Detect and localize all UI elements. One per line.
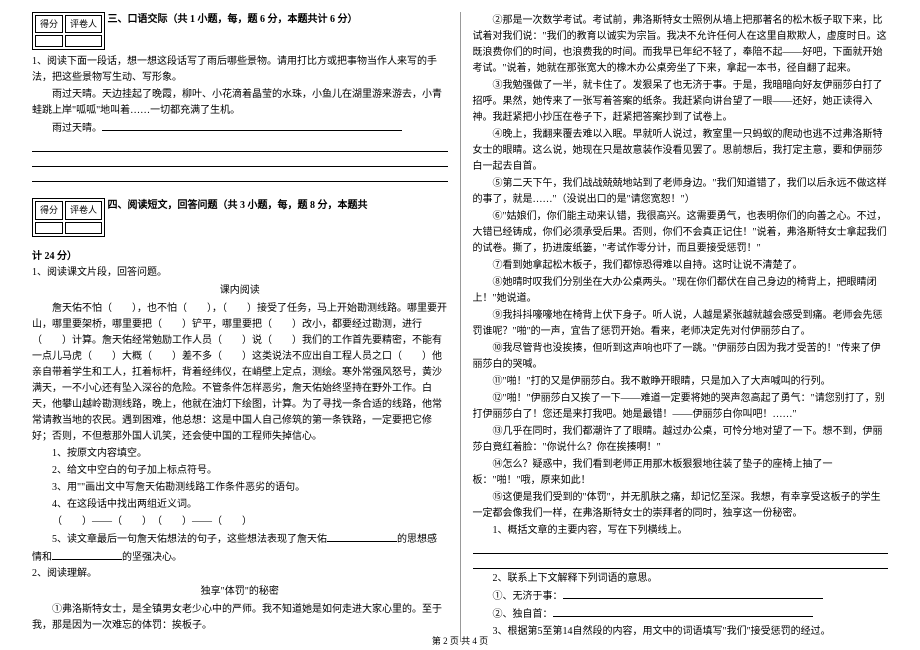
s4-sub2: 2、给文中空白的句子加上标点符号。 bbox=[32, 463, 448, 479]
s4-sub5line2: 情和 的坚强决心。 bbox=[32, 549, 448, 566]
section3-title: 三、口语交际（共 1 小题，每，题 6 分，本题共计 6 分） bbox=[108, 14, 358, 25]
s4-sub4: 4、在这段话中找出两组近义词。 bbox=[32, 497, 448, 513]
r5: ⑤第二天下午，我们战战兢兢地站到了老师身边。"我们知道错了，我们以后永远不做这样… bbox=[473, 176, 889, 208]
s4-sub4b: （ ）——（ ） （ ）——（ ） bbox=[32, 514, 448, 530]
grader-header: 评卷人 bbox=[65, 201, 102, 219]
s4-sub5a: 5、读文章最后一句詹天佑想法的句子，这些想法表现了詹天佑 bbox=[52, 534, 327, 545]
rq1: 1、概括文章的主要内容，写在下列横线上。 bbox=[473, 523, 889, 539]
s4-sub5b: 的思想感 bbox=[397, 534, 437, 545]
right-column: ②那是一次数学考试。考试前，弗洛斯特女士照例从墙上把那著名的松木板子取下来，比试… bbox=[461, 12, 901, 642]
blank-line bbox=[32, 154, 448, 167]
section4-title: 四、阅读短文，回答问题（共 3 小题，每，题 8 分，本题共 bbox=[108, 200, 368, 211]
r6: ⑥"姑娘们，你们能主动来认错，我很高兴。这需要勇气，也表明你们的向善之心。不过，… bbox=[473, 209, 889, 257]
s4-q1: 1、阅读课文片段，回答问题。 bbox=[32, 265, 448, 281]
s3-passage: 雨过天晴。天边挂起了晚霞，柳叶、小花滴着晶莹的水珠，小鱼儿在湖里游来游去，小青蛙… bbox=[32, 87, 448, 119]
blank-line bbox=[32, 169, 448, 182]
rq2b-label: ②、独自首： bbox=[493, 609, 553, 620]
blank-line bbox=[473, 541, 889, 554]
s4-sub3: 3、用""画出文中写詹天佑勘测线路工作条件恶劣的语句。 bbox=[32, 480, 448, 496]
s3-q1: 1、阅读下面一段话，想一想这段话写了雨后哪些景物。请用打比方或把事物当作人来写的… bbox=[32, 54, 448, 86]
r15: ⑮这便是我们受到的"体罚"，并无肌肤之痛，却记忆至深。我想，有幸享受这板子的学生… bbox=[473, 490, 889, 522]
left-column: 得分 评卷人 三、口语交际（共 1 小题，每，题 6 分，本题共计 6 分） 1… bbox=[20, 12, 461, 642]
s4-q2: 2、阅读理解。 bbox=[32, 566, 448, 582]
score-box: 得分 评卷人 bbox=[32, 12, 105, 50]
rq2a: ①、无济于事： bbox=[473, 588, 889, 605]
s4-sub5: 5、读文章最后一句詹天佑想法的句子，这些想法表现了詹天佑 的思想感 bbox=[32, 531, 448, 548]
r3: ③我勉强做了一半，就卡住了。发狠呆了也无济于事。于是，我暗暗向好友伊丽莎白打了招… bbox=[473, 78, 889, 126]
r9: ⑨我抖抖嚎嚎地在椅背上伏下身子。听人说，人越是紧张越就越会感受到痛。老师会先惩罚… bbox=[473, 308, 889, 340]
s4-subtitle2: 独享"体罚"的秘密 bbox=[32, 584, 448, 600]
score-header: 得分 bbox=[35, 15, 63, 33]
r11: ⑪"啪！"打的又是伊丽莎白。我不敢睁开眼睛，只是加入了大声喊叫的行列。 bbox=[473, 374, 889, 390]
r7: ⑦看到她拿起松木板子，我们都惊恐得难以自持。这时让说不清楚了。 bbox=[473, 258, 889, 274]
rq2: 2、联系上下文解释下列词语的意思。 bbox=[473, 571, 889, 587]
s4-sub5d: 的坚强决心。 bbox=[122, 552, 182, 563]
blank-line bbox=[473, 556, 889, 569]
s4-subtitle1: 课内阅读 bbox=[32, 283, 448, 299]
r10: ⑩我尽管背也没挨揍，但听到这声响也吓了一跳。"伊丽莎白因为我才受苦的！"传来了伊… bbox=[473, 341, 889, 373]
s4-sub1: 1、按原文内容填空。 bbox=[32, 446, 448, 462]
r12: ⑫"啪！"伊丽莎白又挨了一下——难道一定要将她的哭声忽高起了勇气："请您别打了，… bbox=[473, 391, 889, 423]
r13: ⑬几乎在同时，我们都潮许了了眼睛。越过办公桌，可怜分地对望了一下。想不到，伊丽莎… bbox=[473, 424, 889, 456]
page-footer: 第 2 页 共 4 页 bbox=[0, 634, 920, 648]
s3-lead: 雨过天晴。 bbox=[32, 120, 448, 137]
grader-header: 评卷人 bbox=[65, 15, 102, 33]
s4-p1: 詹天佑不怕（ ），也不怕（ ），（ ）接受了任务，马上开始勘测线路。哪里要开山，… bbox=[32, 301, 448, 445]
r14: ⑭怎么？疑惑中，我们看到老师正用那木板狠狠地往装了垫子的座椅上抽了一板："啪！"… bbox=[473, 457, 889, 489]
s3-lead-text: 雨过天晴。 bbox=[52, 123, 102, 134]
s4-r1: ①弗洛斯特女士，是全镇男女老少心中的严师。我不知道她是如何走进大家心里的。至于我… bbox=[32, 602, 448, 634]
score-box: 得分 评卷人 bbox=[32, 198, 105, 236]
section4-title2: 计 24 分） bbox=[32, 249, 448, 265]
r8: ⑧她晴时叹我们分别坐在大办公桌两头。"现在你们都伏在自己身边的椅背上，把眼睛闭上… bbox=[473, 275, 889, 307]
blank-line bbox=[32, 139, 448, 152]
r4: ④晚上，我翻来覆去难以入眠。早就听人说过，教室里一只蚂蚁的爬动也逃不过弗洛斯特女… bbox=[473, 127, 889, 175]
r2: ②那是一次数学考试。考试前，弗洛斯特女士照例从墙上把那著名的松木板子取下来，比试… bbox=[473, 13, 889, 77]
rq2b: ②、独自首： bbox=[473, 606, 889, 623]
score-header: 得分 bbox=[35, 201, 63, 219]
s4-sub5c: 情和 bbox=[32, 552, 52, 563]
rq2a-label: ①、无济于事： bbox=[493, 591, 563, 602]
